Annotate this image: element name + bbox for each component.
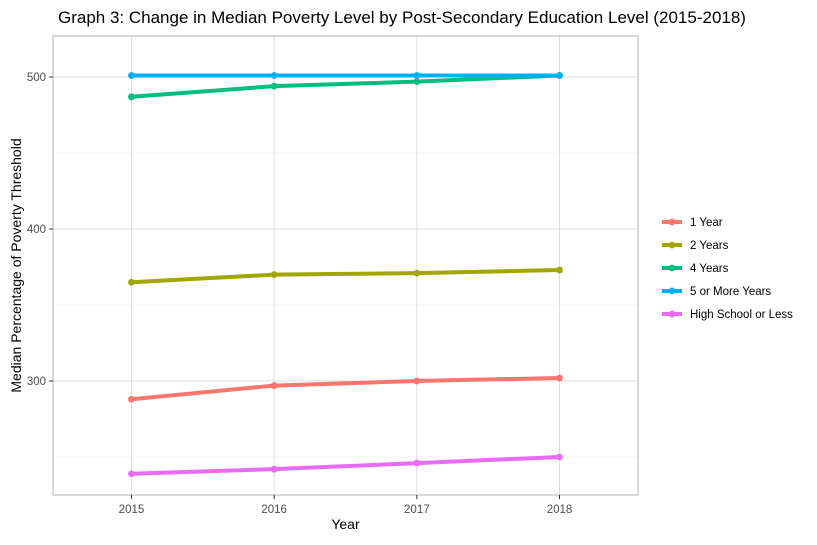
data-point [270,271,278,279]
data-point [128,93,135,101]
legend-label: 2 Years [690,240,729,252]
data-point [413,78,421,85]
data-point [270,82,278,90]
x-tick-label: 2015 [119,504,145,516]
data-point [413,377,421,385]
chart-title: Graph 3: Change in Median Poverty Level … [58,8,746,27]
data-point [128,470,135,478]
data-point [270,72,278,79]
legend-item: 1 Year [662,217,723,229]
series-5-or-more-years [128,72,563,79]
x-tick-label: 2017 [404,504,430,516]
x-tick-label: 2016 [261,504,287,516]
legend-label: 4 Years [690,263,729,275]
data-point [556,266,563,274]
legend-label: 5 or More Years [690,286,771,298]
legend: 1 Year 2 Years 4 Years 5 or More Years High … [662,217,793,321]
series-line [131,73,560,99]
y-tick-label: 300 [27,376,46,388]
legend-item: 2 Years [662,240,729,252]
y-axis-title: Median Percentage of Poverty Threshold [8,138,24,392]
legend-item: High School or Less [662,309,793,321]
series-1-year [128,374,563,403]
grid [53,36,638,495]
legend-key-point [668,218,676,226]
series-high-school-or-less [128,453,563,478]
x-tick-label: 2018 [547,504,573,516]
legend-key-point [668,241,676,249]
data-point [556,72,563,79]
legend-key-point [668,287,676,295]
legend-label: 1 Year [690,217,723,229]
legend-label: High School or Less [690,309,793,321]
x-axis-title: Year [331,516,360,532]
legend-item: 5 or More Years [662,286,771,298]
plot-panel-border [52,35,639,496]
data-point [556,374,563,382]
data-point [413,459,421,467]
series-2-years [128,266,563,286]
legend-item: 4 Years [662,263,729,275]
data-point [128,72,135,79]
series-line [131,375,560,402]
data-point [270,382,278,389]
data-point [413,269,421,277]
data-point [270,465,278,473]
series-layer [128,72,563,478]
series-line [131,268,560,285]
legend-key-point [668,310,676,318]
data-point [413,72,421,79]
y-tick-label: 400 [27,224,46,236]
y-tick-label: 500 [27,72,46,84]
data-point [128,395,135,403]
series-line [131,455,560,476]
data-point [128,278,135,286]
data-point [556,453,563,461]
legend-key-point [668,264,676,272]
axes: 300 400 500 2015 2016 2017 2018 [27,72,573,516]
